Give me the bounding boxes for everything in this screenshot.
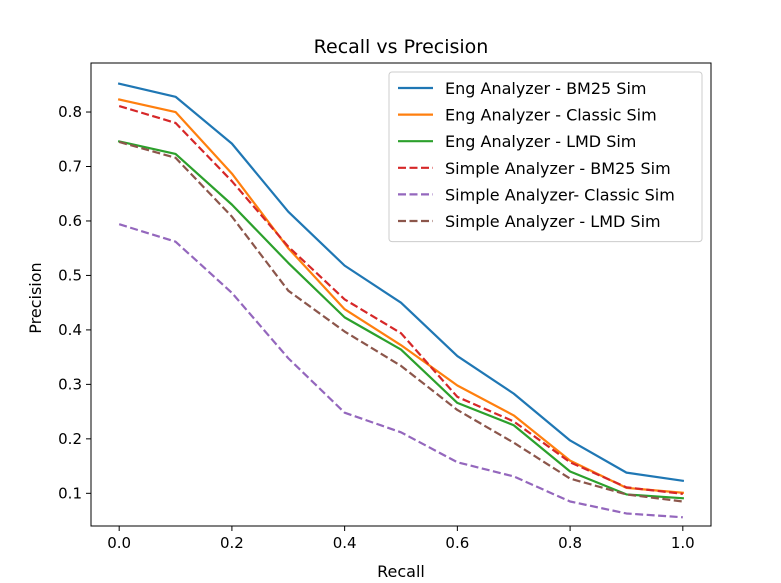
y-tick-label: 0.5 xyxy=(58,266,82,284)
y-tick-label: 0.4 xyxy=(58,321,82,339)
axes: 0.0 0.2 0.4 0.6 0.8 1.0 0.1 0.2 0.3 0.4 0.5 0.6 0.7 0… xyxy=(58,62,712,552)
legend-label-5: Simple Analyzer- Classic Sim xyxy=(445,185,675,204)
x-tick-label: 0.6 xyxy=(445,534,469,552)
series-line-5 xyxy=(118,223,683,519)
legend-box xyxy=(388,71,703,243)
series-line-3 xyxy=(117,140,684,500)
y-tick-label: 0.8 xyxy=(58,103,82,121)
legend: Eng Analyzer - BM25 Sim Eng Analyzer - Cl… xyxy=(388,71,703,243)
x-tick-label: 1.0 xyxy=(671,534,695,552)
legend-label-6: Simple Analyzer - LMD Sim xyxy=(445,212,661,231)
y-tick-label: 0.7 xyxy=(58,157,82,175)
y-tick-label: 0.1 xyxy=(58,484,82,502)
x-axis-label: Recall xyxy=(377,562,425,581)
y-tick-label: 0.2 xyxy=(58,430,82,448)
series-line-4 xyxy=(118,104,683,495)
legend-label-1: Eng Analyzer - BM25 Sim xyxy=(445,79,646,98)
x-tick-label: 0.4 xyxy=(333,534,357,552)
y-axis-label: Precision xyxy=(26,262,45,333)
x-tick-label: 0.2 xyxy=(220,534,244,552)
x-tick-label: 0.8 xyxy=(558,534,582,552)
x-tick-label: 0.0 xyxy=(107,534,131,552)
legend-label-4: Simple Analyzer - BM25 Sim xyxy=(445,159,671,178)
y-tick-label: 0.6 xyxy=(58,212,82,230)
plot-frame xyxy=(90,62,712,527)
series-line-1 xyxy=(117,82,685,483)
series-line-6 xyxy=(118,140,683,503)
legend-label-3: Eng Analyzer - LMD Sim xyxy=(445,132,636,151)
y-tick-label: 0.3 xyxy=(58,375,82,393)
legend-label-2: Eng Analyzer - Classic Sim xyxy=(445,106,657,125)
chart-title: Recall vs Precision xyxy=(314,36,489,58)
plot-area xyxy=(117,82,685,519)
